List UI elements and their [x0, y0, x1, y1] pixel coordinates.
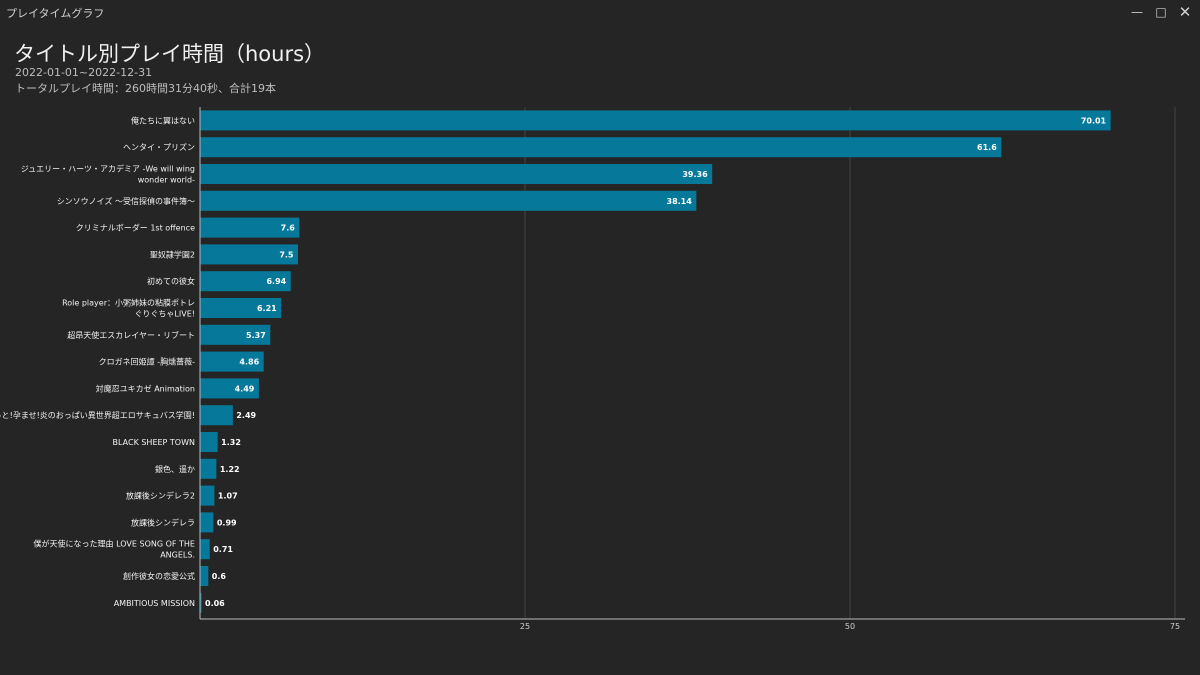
- x-tick-label: 75: [1170, 622, 1180, 631]
- close-icon[interactable]: ✕: [1178, 3, 1192, 21]
- category-label: シンソウノイズ ～受信探偵の事件簿～: [57, 196, 195, 206]
- bar: [200, 485, 215, 506]
- value-label: 1.22: [220, 465, 240, 474]
- bar: [200, 137, 1002, 158]
- bar: [200, 244, 298, 265]
- total-playtime: トータルプレイ時間：260時間31分40秒、合計19本: [15, 82, 276, 95]
- value-label: 5.37: [246, 331, 266, 340]
- value-label: 6.21: [257, 304, 277, 313]
- value-label: 38.14: [667, 197, 693, 206]
- chart-title: タイトル別プレイ時間（hours）: [14, 42, 326, 66]
- date-range: 2022-01-01~2022-12-31: [15, 66, 153, 79]
- value-label: 1.07: [218, 492, 238, 501]
- bar: [200, 566, 209, 586]
- minimize-icon[interactable]: —: [1131, 5, 1143, 19]
- bar: [200, 298, 282, 318]
- app-title: プレイタイムグラフ: [6, 7, 105, 20]
- bar: [200, 432, 218, 452]
- bar: [200, 164, 713, 184]
- category-label: 放課後シンデレラ: [131, 517, 195, 527]
- category-label: 放課後シンデレラ2: [126, 491, 195, 501]
- value-label: 0.6: [212, 572, 227, 581]
- bar: [200, 405, 233, 426]
- bar: [200, 458, 217, 479]
- category-label: 超昂天使エスカレイヤー・リブート: [67, 330, 195, 340]
- category-label: AMBITIOUS MISSION: [114, 599, 195, 608]
- category-label: 対魔忍ユキカゼ Animation: [96, 383, 195, 393]
- bar: [200, 324, 271, 345]
- category-label: 創作彼女の恋愛公式: [123, 571, 195, 581]
- bar: [200, 378, 259, 399]
- title-bar: プレイタイムグラフ — □ ✕: [0, 0, 1200, 26]
- value-label: 4.49: [235, 384, 255, 393]
- value-label: 1.32: [221, 438, 241, 447]
- category-label: ジュエリー・ハーツ・アカデミア -We will wing wonder worl…: [21, 164, 195, 185]
- bar: [200, 592, 202, 613]
- value-label: 7.5: [279, 250, 294, 259]
- value-label: 0.71: [213, 545, 233, 554]
- bar: [200, 512, 214, 533]
- category-label: 俺たちに翼はない: [131, 115, 195, 125]
- value-label: 39.36: [682, 170, 708, 179]
- bar-chart: 25 50 75 俺たちに翼はない 70.01 ヘンタイ・プリズン 61.6 ジュエリー・ハー…: [0, 107, 1185, 631]
- category-label: 銀色、遥か: [155, 464, 195, 474]
- category-label: クリミナルボーダー 1st offence: [76, 223, 195, 233]
- bar: [200, 110, 1111, 131]
- value-label: 7.6: [281, 224, 296, 233]
- category-label: もっと!孕ませ!炎のおっぱい異世界超エロサキュバス学園!: [0, 410, 195, 420]
- bar: [200, 271, 291, 292]
- x-tick-label: 25: [520, 622, 530, 631]
- value-label: 70.01: [1081, 116, 1107, 125]
- value-label: 2.49: [236, 411, 256, 420]
- category-label: 聖奴隷学園2: [150, 249, 195, 259]
- maximize-icon[interactable]: □: [1155, 5, 1167, 19]
- value-label: 0.06: [205, 599, 225, 608]
- x-tick-label: 50: [845, 622, 855, 631]
- bar: [200, 351, 264, 372]
- value-label: 61.6: [977, 143, 997, 152]
- category-label: 初めての彼女: [147, 276, 195, 286]
- category-label: クロガネ回姫譚 -胸燻薔薇-: [99, 357, 195, 367]
- bar: [200, 539, 210, 560]
- bar: [200, 190, 697, 211]
- bar: [200, 217, 300, 238]
- category-label: BLACK SHEEP TOWN: [113, 438, 196, 447]
- value-label: 6.94: [266, 277, 286, 286]
- category-label: Role player：小粥姉妹の粘膜ポトレぐりぐちゃLIVE!: [62, 298, 195, 319]
- category-label: 僕が天使になった理由 LOVE SONG OF THE ANGELS.: [34, 539, 195, 560]
- category-label: ヘンタイ・プリズン: [123, 142, 195, 152]
- value-label: 0.99: [217, 518, 237, 527]
- value-label: 4.86: [239, 358, 259, 367]
